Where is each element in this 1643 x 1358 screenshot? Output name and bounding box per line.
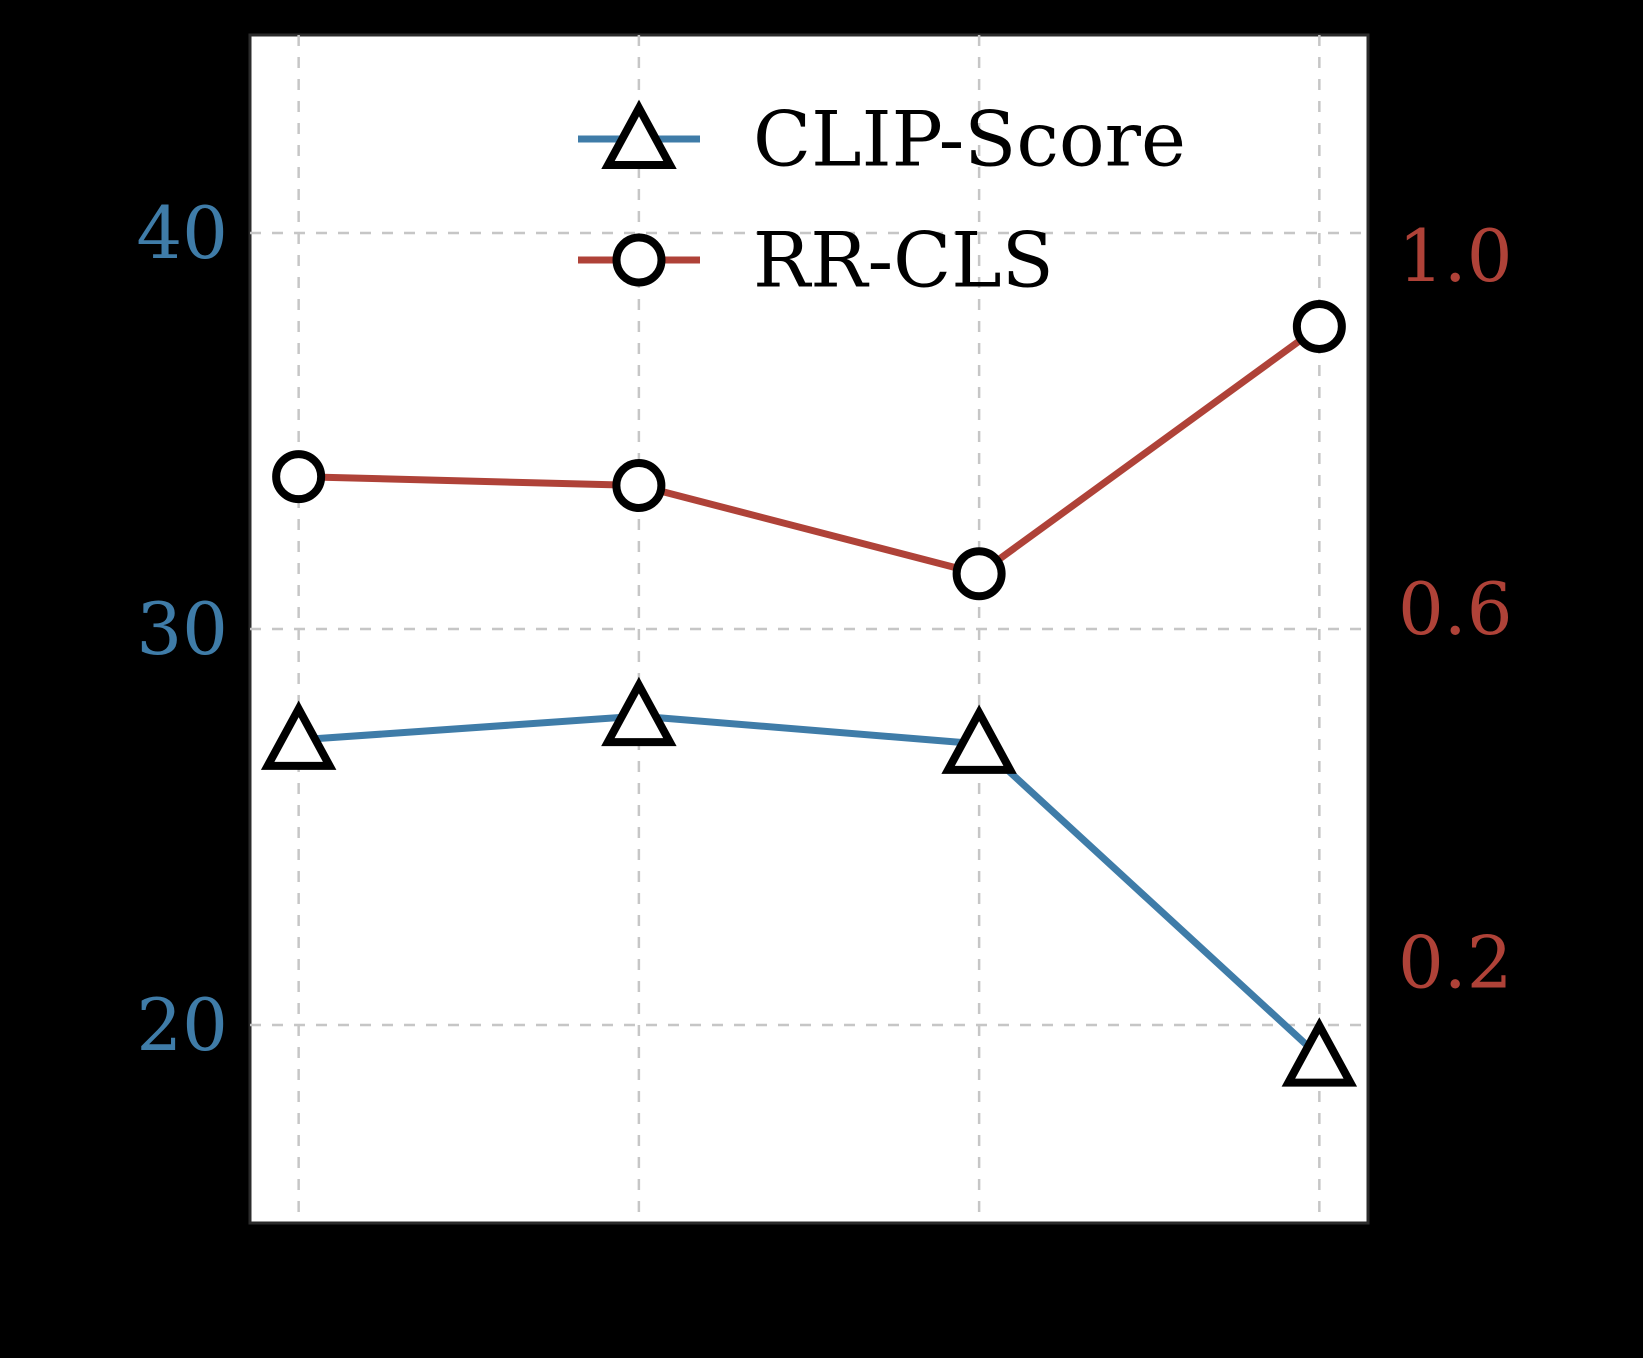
right-tick-label: 1.0 (1398, 214, 1513, 298)
legend-circle-marker (612, 233, 666, 287)
left-axis-tick-labels: 40 30 20 (136, 191, 228, 1067)
left-tick-label: 40 (136, 191, 228, 275)
right-tick-label: 0.2 (1398, 920, 1513, 1004)
left-tick-label: 30 (136, 587, 228, 671)
rr-cls-markers (272, 299, 1346, 601)
legend-label: RR-CLS (753, 216, 1054, 305)
left-tick-label: 20 (136, 983, 228, 1067)
circle-marker (952, 547, 1006, 601)
right-tick-label: 0.6 (1398, 567, 1513, 651)
circle-marker (272, 450, 326, 504)
triangle-marker (941, 704, 1017, 774)
triangle-marker (601, 676, 677, 747)
circle-marker (612, 458, 666, 512)
rr-cls-line (298, 323, 1322, 578)
clip-score-line (298, 712, 1322, 1060)
legend-label: CLIP-Score (753, 95, 1186, 184)
right-axis-tick-labels: 1.0 0.6 0.2 (1398, 214, 1513, 1005)
triangle-marker (260, 700, 337, 770)
legend-triangle-marker (601, 99, 677, 169)
triangle-marker (1281, 1017, 1358, 1087)
legend: CLIP-Score RR-CLS (578, 95, 1186, 305)
circle-marker (1292, 299, 1346, 353)
clip-score-markers (260, 676, 1358, 1087)
